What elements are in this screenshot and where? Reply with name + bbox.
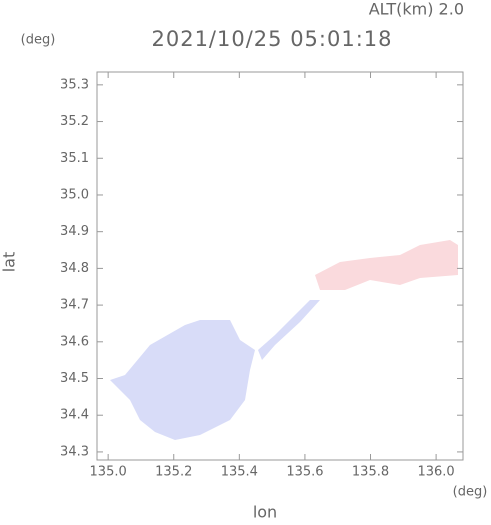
y-tick-label: 34.5 bbox=[60, 371, 89, 386]
y-tick-label: 34.3 bbox=[60, 444, 89, 459]
x-unit: (deg) bbox=[453, 485, 488, 500]
y-tick-label: 34.7 bbox=[60, 298, 89, 313]
altitude-label: ALT(km) 2.0 bbox=[369, 0, 464, 19]
x-tick-label: 136.0 bbox=[417, 465, 454, 480]
y-tick-label: 34.9 bbox=[60, 224, 89, 239]
echo-region bbox=[258, 300, 320, 360]
echo-region bbox=[315, 240, 458, 290]
y-tick-label: 34.4 bbox=[60, 408, 89, 423]
y-label: lat bbox=[0, 252, 19, 273]
y-tick-label: 35.3 bbox=[60, 77, 89, 92]
y-tick-label: 34.8 bbox=[60, 261, 89, 276]
echo-field bbox=[110, 240, 458, 440]
y-unit: (deg) bbox=[21, 33, 56, 48]
x-tick-label: 135.4 bbox=[221, 465, 258, 480]
y-tick-label: 35.1 bbox=[60, 151, 89, 166]
x-tick-label: 135.2 bbox=[155, 465, 192, 480]
chart-title: 2021/10/25 05:01:18 bbox=[151, 27, 392, 51]
x-tick-label: 135.0 bbox=[90, 465, 127, 480]
x-tick-label: 135.8 bbox=[352, 465, 389, 480]
y-tick-label: 34.6 bbox=[60, 334, 89, 349]
y-tick-label: 35.2 bbox=[60, 114, 89, 129]
x-label: lon bbox=[253, 503, 277, 522]
plot-frame bbox=[96, 71, 464, 461]
x-tick-label: 135.6 bbox=[286, 465, 323, 480]
echo-region bbox=[110, 320, 255, 440]
y-tick-label: 35.0 bbox=[60, 187, 89, 202]
